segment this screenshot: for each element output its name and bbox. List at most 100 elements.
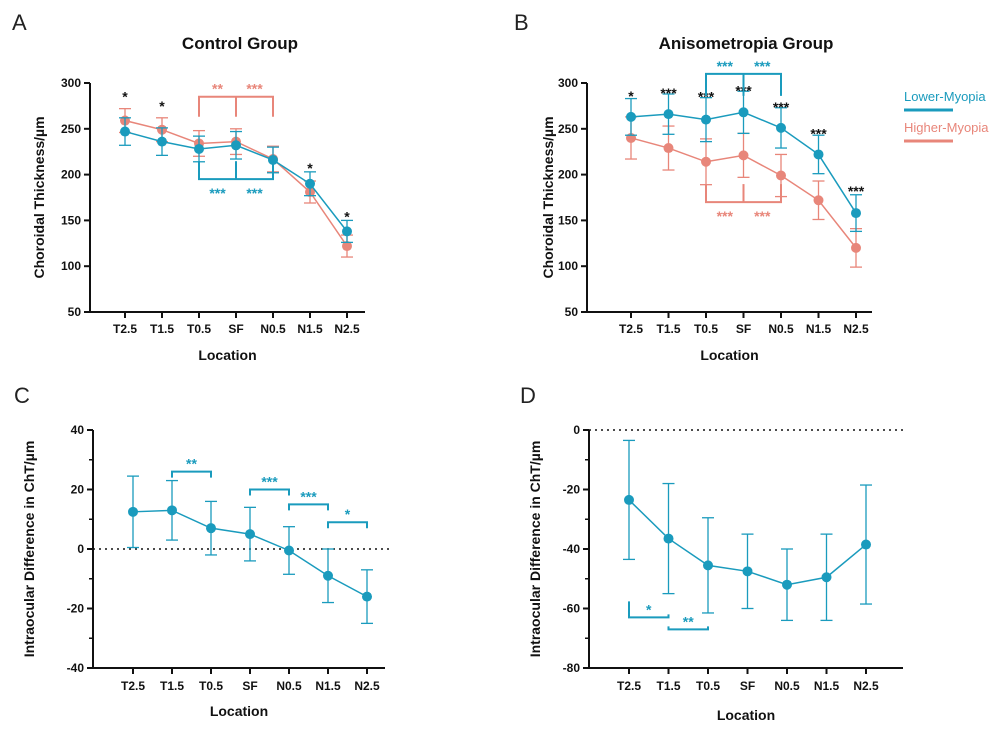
significance-bracket: * (628, 601, 670, 619)
bracket-label: * (646, 601, 652, 617)
y-tick-label: 250 (558, 122, 578, 136)
significance-marker: *** (810, 125, 827, 141)
x-tick-label: N0.5 (260, 322, 286, 336)
x-tick-label: N1.5 (806, 322, 832, 336)
significance-bracket: ** *** (198, 81, 274, 117)
y-tick-label: 20 (71, 483, 85, 497)
series-lower-myopia (119, 117, 353, 244)
data-point (231, 140, 241, 151)
bracket-line (628, 601, 670, 619)
x-axis-label: Location (198, 347, 256, 363)
data-point (738, 150, 749, 161)
y-axis-label: Intraocular Difference in ChT/µm (21, 441, 37, 658)
x-tick-label: N0.5 (276, 679, 302, 693)
data-point (245, 529, 255, 540)
data-point (776, 170, 786, 181)
x-axis-label: Location (700, 347, 758, 363)
panel-a: A Control Group 50 100 150 200 250 300 T2.5 T1.5 T… (12, 10, 365, 363)
significance-bracket: *** (288, 488, 329, 511)
data-point (703, 560, 713, 571)
data-point (342, 241, 352, 252)
data-point (861, 539, 871, 550)
significance-marker: *** (848, 183, 865, 199)
data-point (157, 136, 167, 147)
bracket-label: *** (300, 488, 317, 504)
data-point (701, 114, 711, 125)
bracket-label: *** (246, 81, 263, 97)
data-point (776, 122, 786, 133)
bracket-label: ** (212, 81, 223, 97)
x-tick-label: N2.5 (853, 679, 879, 693)
data-point (206, 523, 216, 534)
x-tick-label: SF (228, 322, 243, 336)
significance-bracket: * (327, 506, 368, 529)
x-axis-label: Location (210, 703, 268, 719)
y-tick-label: -20 (67, 602, 85, 616)
data-point (742, 566, 753, 577)
bracket-label: *** (261, 474, 278, 490)
bracket-label: ** (683, 613, 694, 629)
bracket-line (249, 488, 290, 496)
x-tick-label: T1.5 (656, 322, 680, 336)
bracket-label: ** (186, 456, 197, 472)
x-tick-label: N0.5 (768, 322, 794, 336)
significance-bracket: *** *** (198, 161, 274, 201)
chart-title: Control Group (182, 34, 298, 53)
panel-letter: C (14, 383, 30, 408)
data-point (305, 178, 315, 189)
y-tick-label: 100 (558, 259, 578, 273)
series-lower-myopia (625, 90, 862, 233)
data-point (362, 591, 372, 602)
significance-marker: * (628, 88, 634, 104)
y-tick-label: -60 (563, 602, 581, 616)
significance-bracket: *** *** (705, 58, 782, 96)
significance-bracket: *** *** (705, 184, 782, 224)
panel-c: C -40 -20 0 20 40 T2.5 T1.5 T0.5 SF N0.5 N1.5 N2.5 Lo… (14, 383, 390, 719)
significance-marker: * (122, 89, 128, 105)
data-point (624, 494, 634, 505)
x-tick-label: T0.5 (694, 322, 718, 336)
chart-title: Anisometropia Group (659, 34, 834, 53)
data-point (284, 545, 294, 556)
significance-marker: *** (698, 89, 715, 105)
data-point (342, 226, 352, 237)
x-tick-label: T0.5 (187, 322, 211, 336)
x-tick-label: N1.5 (315, 679, 341, 693)
data-point (851, 208, 861, 219)
x-tick-label: T1.5 (656, 679, 680, 693)
x-tick-label: N1.5 (814, 679, 840, 693)
y-axis-label: Choroidal Thickness/µm (540, 116, 556, 278)
x-tick-label: T1.5 (160, 679, 184, 693)
significance-marker: * (307, 160, 313, 176)
y-tick-label: 100 (61, 259, 81, 273)
data-point (167, 505, 177, 516)
series-difference (127, 475, 373, 625)
y-tick-label: 200 (558, 168, 578, 182)
data-point (268, 154, 278, 165)
bracket-label: *** (246, 185, 263, 201)
panel-letter: B (514, 10, 529, 35)
significance-bracket: ** (667, 613, 709, 631)
x-axis-label: Location (717, 707, 775, 723)
data-point (738, 107, 749, 118)
bracket-label: *** (754, 58, 771, 74)
x-tick-label: N2.5 (843, 322, 869, 336)
y-tick-label: 40 (71, 423, 85, 437)
y-tick-label: 150 (61, 213, 81, 227)
data-point (194, 143, 204, 154)
x-tick-label: N2.5 (354, 679, 380, 693)
significance-marker: *** (660, 85, 677, 101)
significance-marker: * (159, 98, 165, 114)
significance-bracket: ** (171, 456, 212, 478)
x-tick-label: N2.5 (334, 322, 360, 336)
legend-label: Lower-Myopia (904, 89, 986, 104)
x-tick-label: T2.5 (619, 322, 643, 336)
x-tick-label: T2.5 (121, 679, 145, 693)
y-tick-label: 50 (68, 305, 82, 319)
y-tick-label: -40 (67, 661, 85, 675)
bracket-line (171, 470, 212, 478)
significance-bracket: *** (249, 474, 290, 496)
bracket-label: *** (717, 208, 734, 224)
y-axis-label: Choroidal Thickness/µm (31, 116, 47, 278)
